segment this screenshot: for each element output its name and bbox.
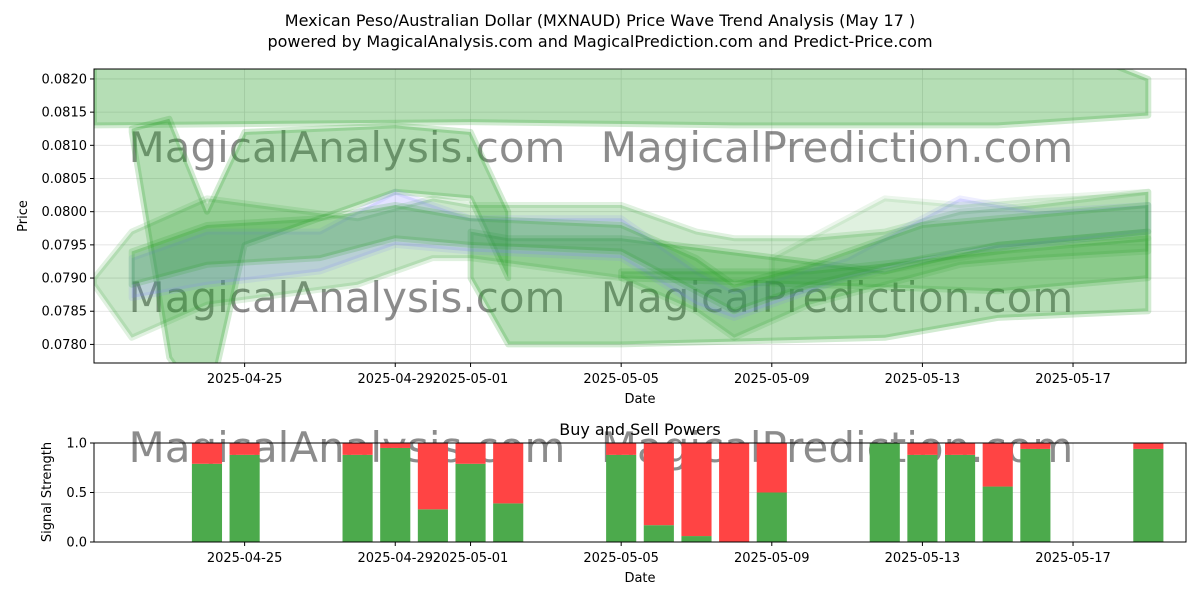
buy-power-bar [380,447,411,542]
sell-power-bar [342,443,373,455]
signal-x-tick-label: 2025-04-25 [207,551,283,566]
price-y-tick-label: 0.0790 [42,272,88,287]
chart-title-line2: powered by MagicalAnalysis.com and Magic… [267,32,932,51]
signal-y-axis-label: Signal Strength [40,442,55,542]
signal-x-tick-label: 2025-04-29 [357,551,433,566]
sell-power-bar [455,443,486,464]
price-x-tick-label: 2025-04-29 [357,372,433,387]
buy-power-bar [229,454,260,542]
price-y-tick-label: 0.0805 [42,172,88,187]
sell-power-bar [681,443,712,537]
signal-x-tick-label: 2025-05-17 [1035,551,1111,566]
sell-power-bar [493,443,524,504]
price-x-tick-label: 2025-05-01 [433,372,509,387]
signal-chart-title: Buy and Sell Powers [559,420,721,439]
signal-x-tick-label: 2025-05-09 [734,551,810,566]
price-wave-band [128,115,512,363]
buy-power-bar [681,536,712,542]
signal-y-tick-label: 0.5 [66,486,87,501]
price-x-tick-label: 2025-05-09 [734,372,810,387]
buy-power-bar [982,486,1013,542]
price-x-axis-label: Date [624,392,655,407]
chart-title-line1: Mexican Peso/Australian Dollar (MXNAUD) … [285,11,915,30]
sell-power-bar [756,443,787,493]
sell-power-bar [945,443,976,455]
sell-power-bar [191,443,223,464]
signal-y-tick-label: 0.0 [66,536,87,551]
price-wave-band [768,188,1152,301]
price-wave-band [94,188,1152,341]
watermark-text: MagicalPrediction.com [601,273,1074,322]
buy-power-bar [1020,448,1051,542]
price-plot-frame [93,68,1187,364]
signal-x-tick-label: 2025-05-05 [583,551,659,566]
buy-power-bar [455,463,486,542]
signal-x-tick-label: 2025-05-13 [885,551,961,566]
price-y-tick-label: 0.0780 [42,338,88,353]
buy-power-bar [756,492,787,542]
sell-power-bar [907,443,938,455]
sell-power-bar [417,443,448,510]
watermark-text: MagicalAnalysis.com [129,273,566,322]
price-wave-band [128,202,1152,315]
signal-x-axis-label: Date [624,571,655,586]
buy-power-bar [643,525,674,542]
price-y-tick-label: 0.0795 [42,238,88,253]
price-y-tick-label: 0.0785 [42,305,88,320]
price-wave-band [128,188,1152,321]
buy-power-bar [342,454,373,542]
buy-power-bar [869,443,900,542]
buy-power-bar [606,454,637,542]
price-wave-band [618,235,1152,295]
price-x-tick-label: 2025-05-13 [885,372,961,387]
signal-chart: Buy and Sell Powers MagicalAnalysis.comM… [40,420,1187,586]
price-y-axis-label: Price [16,200,31,232]
price-x-tick-label: 2025-04-25 [207,372,283,387]
price-y-tick-label: 0.0800 [42,205,88,220]
price-y-tick-label: 0.0815 [42,106,88,121]
sell-power-bar [606,443,637,455]
watermark-text: MagicalAnalysis.com [129,123,566,172]
sell-power-bar [229,443,260,455]
sell-power-bar [1020,443,1051,449]
sell-power-bar [1133,443,1164,449]
buy-power-bar [417,509,448,542]
price-wave-band [467,228,1152,348]
sell-power-bar [982,443,1013,487]
signal-x-tick-label: 2025-05-01 [433,551,509,566]
price-y-tick-label: 0.0820 [42,72,88,87]
price-chart: MagicalAnalysis.com MagicalPrediction.com… [16,68,1187,407]
sell-power-bar [380,443,411,448]
buy-power-bar [493,503,524,542]
buy-power-bar [945,454,976,542]
price-y-tick-label: 0.0810 [42,139,88,154]
buy-power-bar [907,454,938,542]
price-x-tick-label: 2025-05-17 [1035,372,1111,387]
price-wave-band [94,69,1152,129]
signal-y-tick-label: 1.0 [66,437,87,452]
buy-power-bar [1133,448,1164,542]
price-x-tick-label: 2025-05-05 [583,372,659,387]
watermark-text: MagicalPrediction.com [601,123,1074,172]
buy-power-bar [191,463,223,542]
sell-power-bar [643,443,674,526]
sell-power-bar [719,443,750,542]
